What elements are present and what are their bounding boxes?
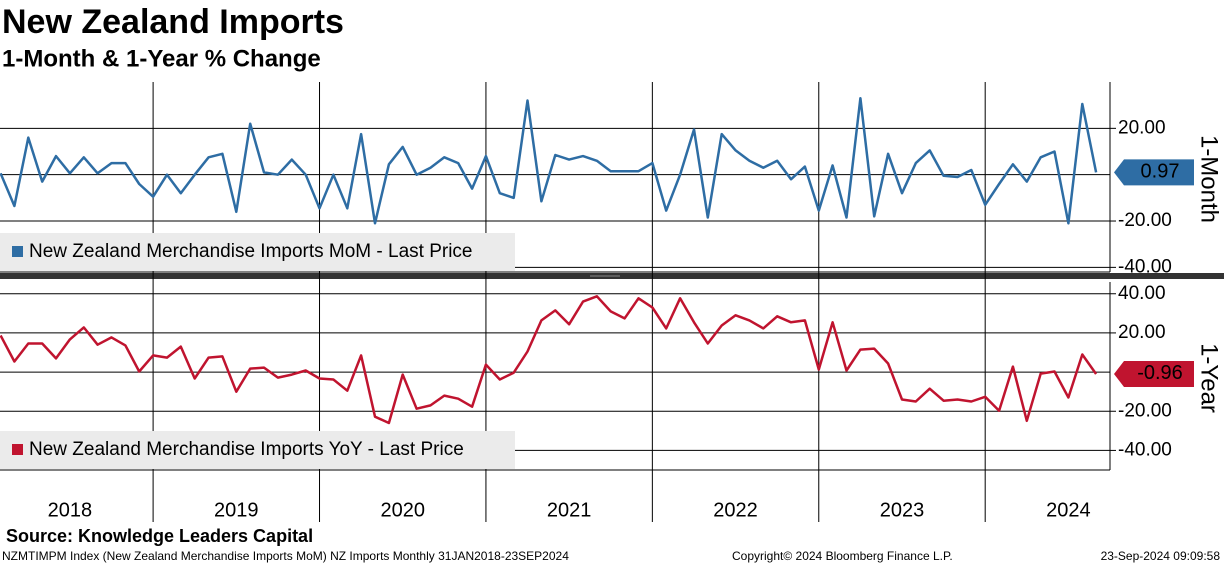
x-tick-label: 2018	[48, 499, 93, 521]
y-tick-label: -20.00	[1118, 400, 1172, 421]
footer-copyright: Copyright© 2024 Bloomberg Finance L.P.	[732, 549, 953, 563]
axis-title: 1-Month	[1196, 135, 1223, 223]
y-tick-label: 40.00	[1118, 283, 1166, 304]
x-tick-label: 2020	[380, 499, 425, 521]
legend-box	[0, 431, 515, 469]
footer-description: NZMTIMPM Index (New Zealand Merchandise …	[2, 549, 569, 563]
y-tick-label: -20.00	[1118, 210, 1172, 231]
last-value-tag	[1114, 360, 1194, 387]
axis-title: 1-Year	[1196, 343, 1223, 413]
y-tick-label: -40.00	[1118, 439, 1172, 460]
x-tick-label: 2021	[547, 499, 592, 521]
last-value-label: 0.97	[1141, 161, 1180, 183]
x-tick-label: 2019	[214, 499, 259, 521]
x-tick-label: 2024	[1046, 499, 1091, 521]
y-tick-label: 20.00	[1118, 322, 1166, 343]
chart-title: New Zealand Imports	[2, 3, 344, 41]
x-tick-label: 2023	[880, 499, 925, 521]
legend-label: New Zealand Merchandise Imports YoY - La…	[29, 439, 464, 460]
source: Source: Knowledge Leaders Capital	[6, 526, 313, 546]
data-line	[0, 96, 1098, 225]
last-value-label: -0.96	[1137, 362, 1183, 384]
footer-timestamp: 23-Sep-2024 09:09:58	[1101, 549, 1221, 563]
legend-swatch	[12, 246, 23, 257]
x-tick-label: 2022	[713, 499, 758, 521]
chart-subtitle: 1-Month & 1-Year % Change	[2, 45, 321, 72]
legend-swatch	[12, 444, 23, 455]
legend-label: New Zealand Merchandise Imports MoM - La…	[29, 241, 473, 262]
y-tick-label: -40.00	[1118, 256, 1172, 277]
last-value-tag	[1114, 159, 1194, 186]
y-tick-label: 20.00	[1118, 117, 1166, 138]
data-line	[0, 295, 1098, 425]
legend-box	[0, 233, 515, 271]
